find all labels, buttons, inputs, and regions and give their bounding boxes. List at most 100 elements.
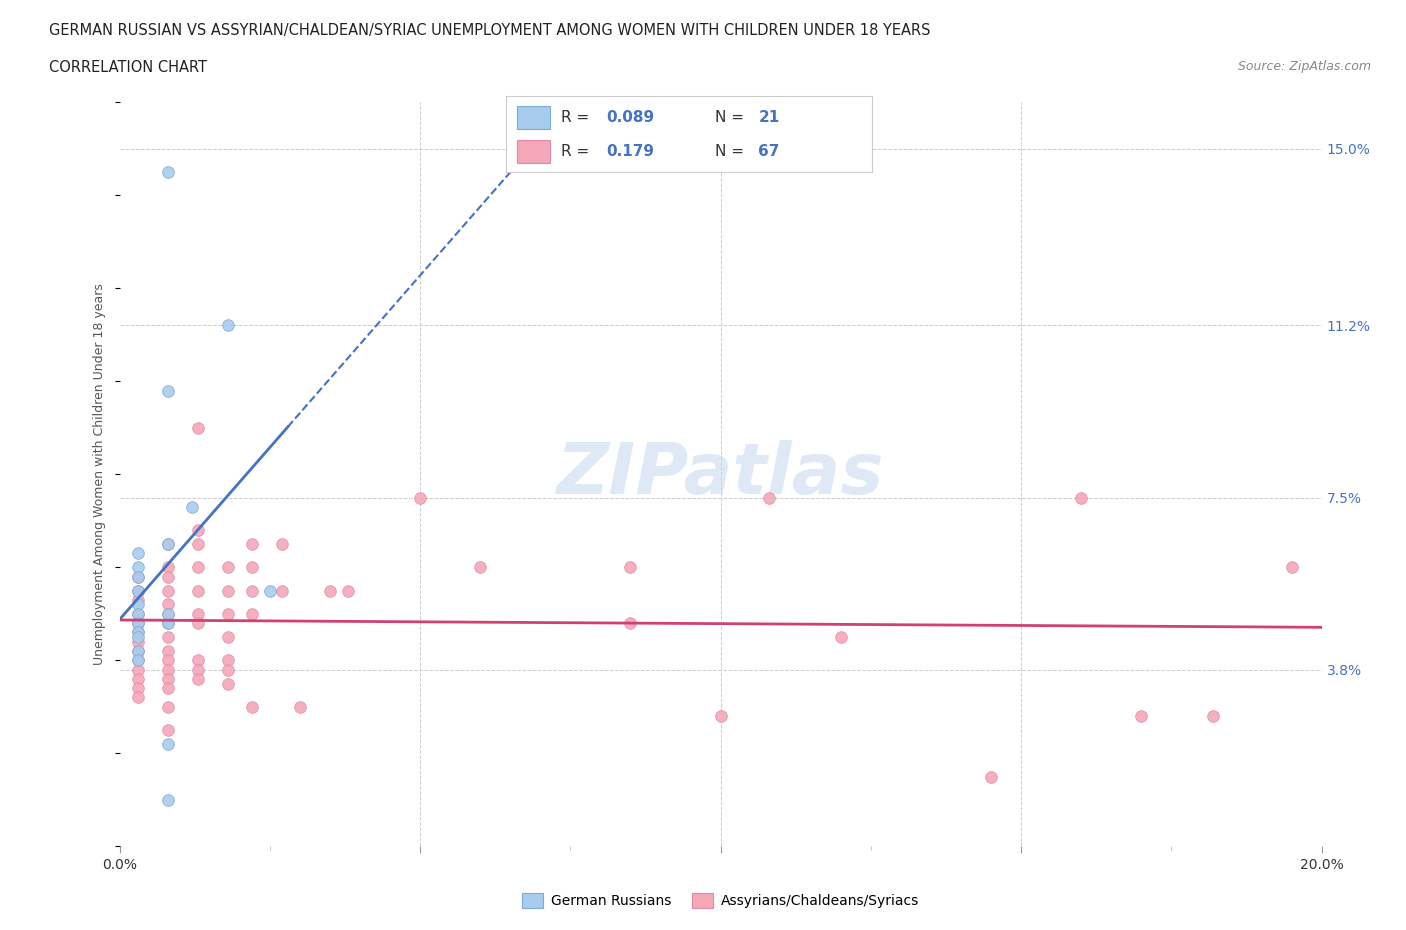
Point bbox=[127, 606, 149, 621]
Point bbox=[156, 616, 179, 631]
Point bbox=[240, 583, 263, 598]
Point bbox=[127, 625, 149, 640]
Point bbox=[187, 583, 209, 598]
Point bbox=[127, 681, 149, 696]
Legend: German Russians, Assyrians/Chaldeans/Syriacs: German Russians, Assyrians/Chaldeans/Syr… bbox=[516, 888, 925, 914]
Point bbox=[127, 690, 149, 705]
Point bbox=[127, 569, 149, 584]
Text: R =: R = bbox=[561, 110, 595, 125]
Point bbox=[187, 653, 209, 668]
Point bbox=[187, 606, 209, 621]
Point bbox=[619, 560, 641, 575]
Point bbox=[156, 723, 179, 737]
Point bbox=[127, 662, 149, 677]
Point bbox=[180, 499, 202, 514]
Point bbox=[187, 537, 209, 551]
Point bbox=[156, 537, 179, 551]
Text: 0.179: 0.179 bbox=[607, 144, 655, 159]
Point bbox=[156, 671, 179, 686]
Point bbox=[127, 597, 149, 612]
Point bbox=[187, 616, 209, 631]
Point bbox=[156, 606, 179, 621]
Point bbox=[127, 644, 149, 658]
Point bbox=[187, 560, 209, 575]
Point bbox=[156, 597, 179, 612]
Point bbox=[1281, 560, 1303, 575]
Point bbox=[187, 523, 209, 538]
Point bbox=[127, 671, 149, 686]
Y-axis label: Unemployment Among Women with Children Under 18 years: Unemployment Among Women with Children U… bbox=[93, 284, 107, 665]
Point bbox=[240, 699, 263, 714]
Point bbox=[156, 681, 179, 696]
Point bbox=[127, 592, 149, 607]
Text: R =: R = bbox=[561, 144, 599, 159]
Text: CORRELATION CHART: CORRELATION CHART bbox=[49, 60, 207, 75]
Point bbox=[187, 420, 209, 435]
Point bbox=[156, 560, 179, 575]
Point bbox=[127, 653, 149, 668]
Point bbox=[127, 606, 149, 621]
Point bbox=[619, 616, 641, 631]
Point bbox=[270, 537, 292, 551]
Point bbox=[240, 560, 263, 575]
Point bbox=[127, 546, 149, 561]
Point bbox=[156, 383, 179, 398]
FancyBboxPatch shape bbox=[517, 140, 550, 163]
Point bbox=[270, 583, 292, 598]
Text: N =: N = bbox=[714, 144, 748, 159]
Point bbox=[217, 606, 239, 621]
Point bbox=[217, 676, 239, 691]
Point bbox=[217, 583, 239, 598]
Point bbox=[156, 792, 179, 807]
Point bbox=[217, 662, 239, 677]
Point bbox=[409, 490, 432, 505]
Text: GERMAN RUSSIAN VS ASSYRIAN/CHALDEAN/SYRIAC UNEMPLOYMENT AMONG WOMEN WITH CHILDRE: GERMAN RUSSIAN VS ASSYRIAN/CHALDEAN/SYRI… bbox=[49, 23, 931, 38]
Point bbox=[217, 653, 239, 668]
Point bbox=[980, 769, 1002, 784]
Point bbox=[127, 569, 149, 584]
Point bbox=[156, 630, 179, 644]
Point bbox=[156, 737, 179, 751]
Point bbox=[127, 644, 149, 658]
Point bbox=[288, 699, 311, 714]
Point bbox=[217, 560, 239, 575]
Text: ZIPatlas: ZIPatlas bbox=[557, 440, 884, 509]
Point bbox=[156, 537, 179, 551]
Point bbox=[127, 583, 149, 598]
Point bbox=[156, 616, 179, 631]
Point bbox=[187, 671, 209, 686]
Text: 0.089: 0.089 bbox=[607, 110, 655, 125]
Point bbox=[156, 653, 179, 668]
Point bbox=[127, 625, 149, 640]
Point bbox=[156, 583, 179, 598]
Point bbox=[1130, 709, 1153, 724]
Point bbox=[127, 634, 149, 649]
Point bbox=[217, 630, 239, 644]
Point bbox=[217, 318, 239, 333]
Point bbox=[127, 616, 149, 631]
Point bbox=[468, 560, 492, 575]
Text: N =: N = bbox=[714, 110, 748, 125]
Point bbox=[156, 165, 179, 179]
Point bbox=[336, 583, 359, 598]
Point bbox=[758, 490, 780, 505]
Point bbox=[1202, 709, 1225, 724]
Point bbox=[127, 630, 149, 644]
Point bbox=[156, 699, 179, 714]
FancyBboxPatch shape bbox=[517, 106, 550, 128]
Point bbox=[156, 644, 179, 658]
Point bbox=[240, 537, 263, 551]
Point bbox=[156, 569, 179, 584]
Point bbox=[1070, 490, 1092, 505]
Point bbox=[319, 583, 342, 598]
Point bbox=[259, 583, 281, 598]
Point bbox=[187, 662, 209, 677]
Text: 21: 21 bbox=[758, 110, 780, 125]
Point bbox=[127, 583, 149, 598]
Point bbox=[156, 662, 179, 677]
Point bbox=[127, 560, 149, 575]
Text: Source: ZipAtlas.com: Source: ZipAtlas.com bbox=[1237, 60, 1371, 73]
Point bbox=[156, 606, 179, 621]
Text: 67: 67 bbox=[758, 144, 780, 159]
Point bbox=[127, 653, 149, 668]
